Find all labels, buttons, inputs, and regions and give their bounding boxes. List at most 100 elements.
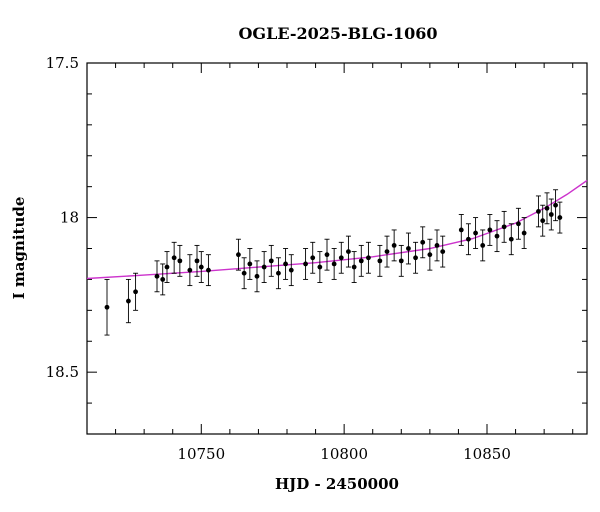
data-point xyxy=(405,232,411,265)
data-point xyxy=(187,254,193,287)
data-point xyxy=(487,214,493,246)
data-point xyxy=(535,195,541,228)
point-marker xyxy=(544,205,550,211)
point-marker xyxy=(480,243,486,248)
data-point xyxy=(384,235,390,268)
data-point xyxy=(177,244,183,277)
data-point xyxy=(261,251,267,283)
y-tick-label: 18 xyxy=(60,209,79,227)
data-point xyxy=(288,254,294,287)
point-marker xyxy=(540,218,546,224)
point-marker xyxy=(288,267,294,273)
data-point xyxy=(398,244,404,277)
data-points xyxy=(104,189,563,336)
point-marker xyxy=(501,224,507,230)
data-point xyxy=(133,272,139,311)
point-marker xyxy=(187,267,193,273)
point-marker xyxy=(338,255,344,261)
point-marker xyxy=(317,264,323,270)
point-marker xyxy=(521,230,527,236)
point-marker xyxy=(283,261,288,267)
point-marker xyxy=(177,258,183,264)
point-marker xyxy=(516,221,521,227)
plot-frame xyxy=(86,62,588,435)
point-marker xyxy=(303,261,308,267)
point-marker xyxy=(458,227,464,233)
point-marker xyxy=(440,249,446,254)
point-marker xyxy=(548,212,554,217)
x-tick-label: 10800 xyxy=(320,445,368,463)
point-marker xyxy=(164,264,170,270)
data-point xyxy=(254,260,260,293)
axis-ticks xyxy=(86,62,587,435)
point-marker xyxy=(494,233,500,239)
y-tick-labels: 17.5 18 18.5 xyxy=(46,54,79,381)
data-point xyxy=(351,251,357,283)
point-marker xyxy=(391,243,397,248)
data-point xyxy=(501,210,507,243)
point-marker xyxy=(206,267,211,273)
data-point xyxy=(338,241,344,274)
point-marker xyxy=(160,277,166,282)
data-point xyxy=(553,189,559,222)
data-point xyxy=(440,235,446,268)
data-point xyxy=(494,220,500,253)
point-marker xyxy=(154,273,160,279)
point-marker xyxy=(377,258,383,264)
point-marker xyxy=(536,209,541,214)
data-point xyxy=(164,251,170,283)
data-point xyxy=(275,257,281,290)
data-point xyxy=(508,223,514,256)
data-point xyxy=(391,229,397,262)
data-point xyxy=(515,207,521,240)
point-marker xyxy=(420,239,426,245)
point-marker xyxy=(351,264,357,270)
point-marker xyxy=(398,258,404,264)
point-marker xyxy=(553,202,558,208)
data-point xyxy=(413,241,419,274)
data-point xyxy=(205,254,211,287)
point-marker xyxy=(133,289,138,295)
point-marker xyxy=(236,252,241,258)
data-point xyxy=(125,278,131,324)
point-marker xyxy=(473,230,478,236)
point-marker xyxy=(487,227,493,233)
data-point xyxy=(241,257,247,290)
point-marker xyxy=(261,264,267,270)
point-marker xyxy=(413,255,418,261)
point-marker xyxy=(198,264,204,270)
data-point xyxy=(377,244,383,277)
data-point xyxy=(247,248,253,280)
point-marker xyxy=(194,258,200,264)
x-axis-label: HJD - 2450000 xyxy=(275,475,399,493)
point-marker xyxy=(508,236,514,242)
data-point xyxy=(473,217,479,249)
point-marker xyxy=(358,258,364,264)
point-marker xyxy=(366,255,371,261)
data-point xyxy=(557,201,563,234)
data-point xyxy=(521,217,527,249)
point-marker xyxy=(254,273,260,279)
data-point xyxy=(317,251,323,283)
data-point xyxy=(310,241,316,274)
point-marker xyxy=(406,246,411,251)
point-marker xyxy=(434,243,440,248)
point-marker xyxy=(346,249,351,254)
data-point xyxy=(420,226,426,259)
y-tick-label: 18.5 xyxy=(46,363,79,381)
point-marker xyxy=(557,215,563,220)
data-point xyxy=(198,251,204,283)
data-point xyxy=(303,248,309,280)
point-marker xyxy=(310,255,316,261)
point-marker xyxy=(427,252,433,258)
point-marker xyxy=(276,270,281,276)
data-point xyxy=(331,248,337,280)
data-point xyxy=(268,244,274,277)
data-point xyxy=(365,241,371,274)
y-axis-label: I magnitude xyxy=(10,197,28,300)
data-point xyxy=(548,198,554,231)
data-point xyxy=(544,192,550,225)
data-point xyxy=(358,244,364,277)
point-marker xyxy=(466,236,471,242)
